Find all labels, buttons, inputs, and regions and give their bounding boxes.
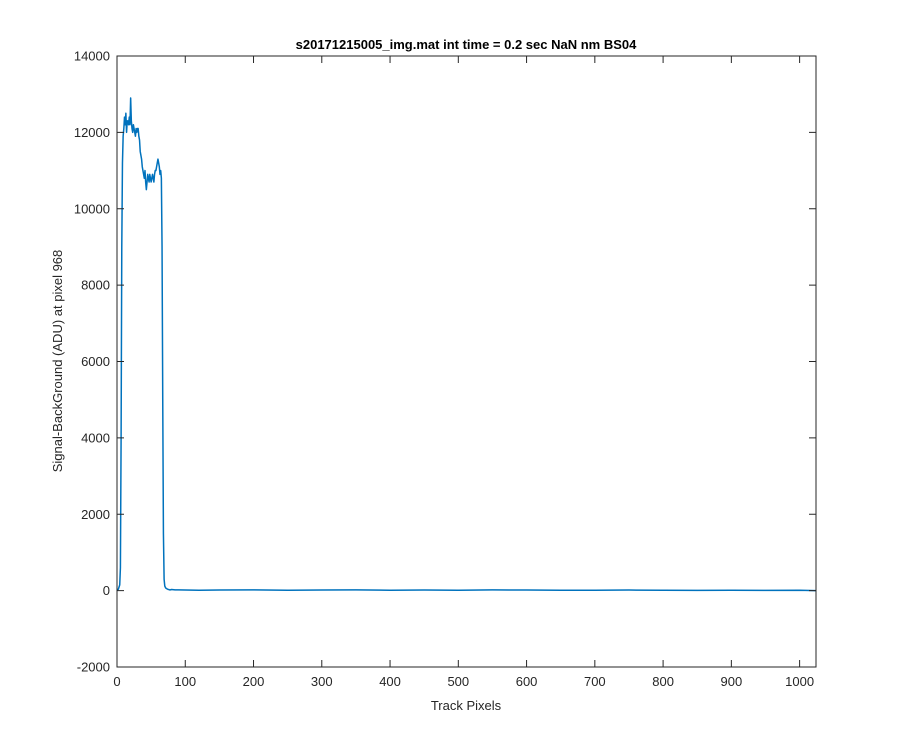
y-axis-label: Signal-BackGround (ADU) at pixel 968 bbox=[50, 250, 65, 473]
x-tick-label: 300 bbox=[311, 674, 333, 689]
y-tick-label: 6000 bbox=[81, 354, 110, 369]
axes: 0 100 200 300 400 500 600 700 800 900 1000-2000020… bbox=[74, 49, 817, 689]
y-tick-label: 10000 bbox=[74, 201, 110, 216]
y-tick-label: 2000 bbox=[81, 507, 110, 522]
y-tick-label: 12000 bbox=[74, 125, 110, 140]
x-tick-label: 0 bbox=[113, 674, 120, 689]
data-marks bbox=[116, 97, 817, 592]
y-tick-label: 4000 bbox=[81, 430, 110, 445]
y-tick-label: -2000 bbox=[77, 660, 110, 675]
plot-area bbox=[117, 56, 816, 667]
x-tick-label: 600 bbox=[516, 674, 538, 689]
x-tick-label: 100 bbox=[174, 674, 196, 689]
x-tick-label: 700 bbox=[584, 674, 606, 689]
chart-title: s20171215005_img.mat int time = 0.2 sec … bbox=[296, 37, 637, 52]
x-tick-label: 400 bbox=[379, 674, 401, 689]
y-tick-label: 8000 bbox=[81, 278, 110, 293]
x-tick-label: 800 bbox=[652, 674, 674, 689]
y-tick-label: 0 bbox=[103, 583, 110, 598]
x-tick-label: 200 bbox=[243, 674, 265, 689]
x-tick-label: 900 bbox=[721, 674, 743, 689]
y-tick-label: 14000 bbox=[74, 49, 110, 64]
x-tick-label: 1000 bbox=[785, 674, 814, 689]
x-axis-label: Track Pixels bbox=[431, 698, 502, 713]
series-line-0 bbox=[116, 97, 817, 592]
x-tick-label: 500 bbox=[447, 674, 469, 689]
